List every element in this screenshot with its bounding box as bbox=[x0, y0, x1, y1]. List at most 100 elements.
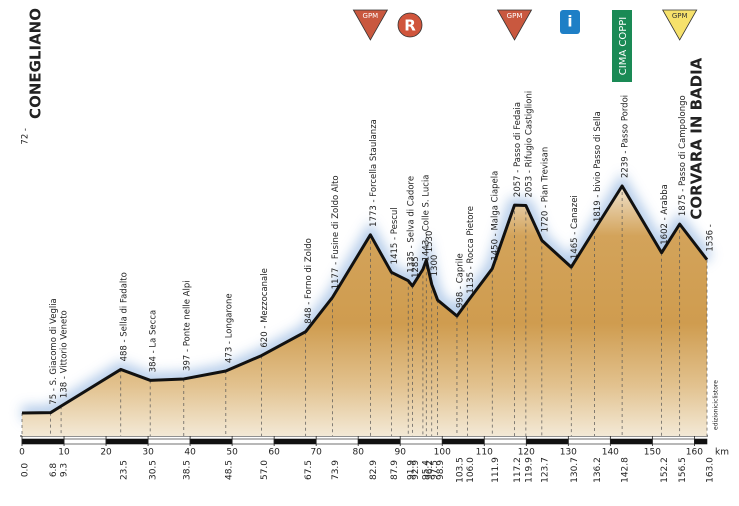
point-label: 998 - Caprile bbox=[455, 253, 465, 308]
point-label: 473 - Longarone bbox=[224, 293, 234, 363]
point-label: 2053 - Rifugio Castiglioni bbox=[524, 91, 534, 198]
point-label: 1443 - Colle S. Lucia bbox=[421, 174, 431, 261]
x-label: 38.5 bbox=[182, 460, 192, 480]
x-tick-label: 50 bbox=[226, 448, 238, 458]
marker-label: GPM bbox=[363, 12, 379, 20]
bar-segment bbox=[147, 438, 191, 445]
bar-segment bbox=[483, 438, 527, 445]
x-tick-label: 20 bbox=[100, 448, 112, 458]
profile-area bbox=[22, 186, 707, 436]
bar-segment bbox=[441, 438, 485, 445]
r-marker bbox=[397, 12, 423, 38]
bar-segment bbox=[315, 438, 359, 445]
x-label: 117.2 bbox=[513, 457, 523, 483]
bar-segment bbox=[63, 438, 107, 445]
x-tick-label: 150 bbox=[644, 448, 661, 458]
x-tick-label: 40 bbox=[184, 448, 196, 458]
bar-segment bbox=[105, 438, 149, 445]
x-tick-label: 120 bbox=[518, 448, 535, 458]
x-tick-label: 60 bbox=[268, 448, 280, 458]
x-tick-label: 30 bbox=[142, 448, 154, 458]
gpm-marker bbox=[352, 9, 389, 41]
x-label: 103.5 bbox=[455, 457, 465, 483]
x-tick-label: 70 bbox=[310, 448, 322, 458]
point-label: 1465 - Canazei bbox=[570, 195, 580, 259]
point-label: 2057 - Passo di Fedaia bbox=[513, 102, 523, 197]
point-label: 1536 - bbox=[706, 224, 716, 251]
bar-segment bbox=[273, 438, 317, 445]
point-label: 1819 - bivio Passo di Sella bbox=[593, 111, 603, 222]
bar-segment bbox=[568, 438, 611, 445]
x-tick-label: 90 bbox=[394, 448, 406, 458]
x-tick-label: 130 bbox=[560, 448, 577, 458]
marker-label: GPM bbox=[672, 12, 688, 20]
bar-segment bbox=[189, 438, 233, 445]
gpm-marker bbox=[496, 9, 533, 41]
point-label: 1773 - Forcella Staulanza bbox=[369, 119, 379, 227]
x-label: 111.9 bbox=[491, 457, 501, 483]
x-label: 92.9 bbox=[411, 460, 421, 480]
bar-segment bbox=[525, 438, 569, 445]
x-label: 67.5 bbox=[304, 460, 314, 480]
start-name: CONEGLIANO bbox=[27, 8, 45, 119]
point-label: 1875 - Passo di Campolongo bbox=[678, 95, 688, 216]
point-label: 488 - Sella di Fadalto bbox=[119, 272, 129, 361]
x-label: 130.7 bbox=[570, 457, 580, 483]
bar-segment bbox=[231, 438, 275, 445]
x-unit: km bbox=[715, 448, 729, 458]
bar-segment bbox=[610, 438, 653, 445]
cima-coppi-marker bbox=[612, 10, 632, 82]
x-label: 23.5 bbox=[119, 460, 129, 480]
point-label: 138 - Vittorio Veneto bbox=[60, 310, 70, 398]
x-label: 152.2 bbox=[660, 457, 670, 483]
x-label: 97.5 bbox=[430, 460, 440, 480]
x-label: 142.8 bbox=[621, 457, 631, 483]
marker-label: CIMA COPPI bbox=[618, 17, 629, 75]
x-tick-label: 140 bbox=[602, 448, 619, 458]
x-tick-label: 110 bbox=[476, 448, 493, 458]
point-label: 1335 - Selva di Cadore bbox=[407, 176, 417, 273]
x-label: 96.2 bbox=[425, 460, 435, 480]
bar-segment bbox=[399, 438, 443, 445]
x-label: 6.8 bbox=[49, 463, 59, 478]
bar-segment bbox=[357, 438, 401, 445]
point-label: 1530 bbox=[425, 231, 435, 253]
x-label: 163.0 bbox=[706, 457, 716, 483]
x-label: 87.9 bbox=[390, 460, 400, 480]
x-label: 91.9 bbox=[407, 460, 417, 480]
x-label: 123.7 bbox=[540, 457, 550, 483]
x-label: 95.4 bbox=[421, 460, 431, 480]
x-label: 136.2 bbox=[593, 457, 603, 483]
x-label: 48.5 bbox=[224, 460, 234, 480]
gpm-marker bbox=[661, 9, 698, 41]
point-label: 1285 bbox=[411, 256, 421, 278]
point-label: 1720 - Pian Trevisan bbox=[540, 147, 550, 233]
point-label: 620 - Mezzocanale bbox=[260, 268, 270, 347]
marker-label: GPM bbox=[507, 12, 523, 20]
x-label: 106.0 bbox=[466, 457, 476, 483]
finish-name: CORVARA IN BADIA bbox=[688, 57, 706, 219]
point-label: 384 - La Secca bbox=[149, 310, 159, 373]
point-label: 1450 - Malga Ciapela bbox=[491, 171, 501, 261]
x-tick-label: 100 bbox=[434, 448, 451, 458]
x-label: 119.9 bbox=[524, 457, 534, 483]
x-label: 57.0 bbox=[260, 460, 270, 480]
x-tick-label: 80 bbox=[352, 448, 364, 458]
x-label: 0.0 bbox=[21, 463, 31, 478]
marker-label: i bbox=[567, 13, 572, 31]
point-label: 1602 - Arabba bbox=[660, 184, 670, 245]
point-label: 2239 - Passo Pordoi bbox=[621, 95, 631, 178]
profile-line bbox=[21, 184, 709, 415]
x-label: 98.9 bbox=[436, 460, 446, 480]
x-label: 9.3 bbox=[60, 463, 70, 477]
point-label: 1300 bbox=[430, 255, 440, 277]
x-label: 156.5 bbox=[678, 457, 688, 483]
bar-segment bbox=[652, 438, 695, 445]
point-label: 72 - bbox=[21, 128, 31, 145]
distance-bar bbox=[21, 438, 708, 445]
credit: edizioniciclistore bbox=[713, 380, 720, 430]
x-tick-label: 10 bbox=[58, 448, 70, 458]
x-label: 73.9 bbox=[331, 460, 341, 480]
bar-segment bbox=[21, 438, 65, 445]
